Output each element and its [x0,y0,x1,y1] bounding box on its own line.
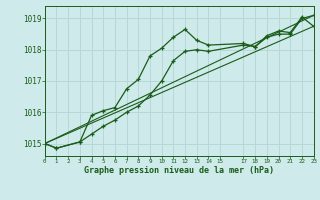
X-axis label: Graphe pression niveau de la mer (hPa): Graphe pression niveau de la mer (hPa) [84,166,274,175]
